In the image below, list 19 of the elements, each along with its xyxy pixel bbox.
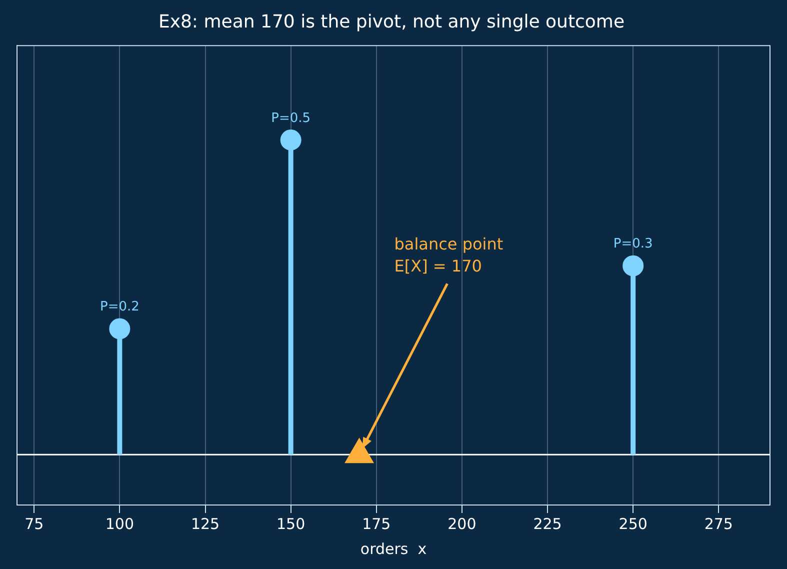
point [280,130,302,150]
x-tick-label: 175 [362,514,391,533]
x-tick-label: 200 [448,514,476,533]
x-tick-label: 75 [24,514,44,533]
x-tick-label: 250 [618,514,648,533]
x-tick-label: 275 [704,514,733,533]
data-label: P=0.2 [100,300,140,315]
x-axis-title: orders x [360,540,427,558]
x-tick-label: 225 [533,514,562,533]
point [109,318,130,340]
data-label: P=0.3 [613,236,653,252]
chart-title: Ex8: mean 170 is the pivot, not any single outcome [158,11,625,32]
point [622,255,644,276]
point [344,438,374,464]
data-label: P=0.5 [271,110,311,126]
x-tick-label: 125 [190,514,220,533]
x-tick-label: 150 [276,514,306,533]
annotation: balance point E[X] = 170 [394,234,504,276]
x-tick-label: 100 [105,514,134,533]
